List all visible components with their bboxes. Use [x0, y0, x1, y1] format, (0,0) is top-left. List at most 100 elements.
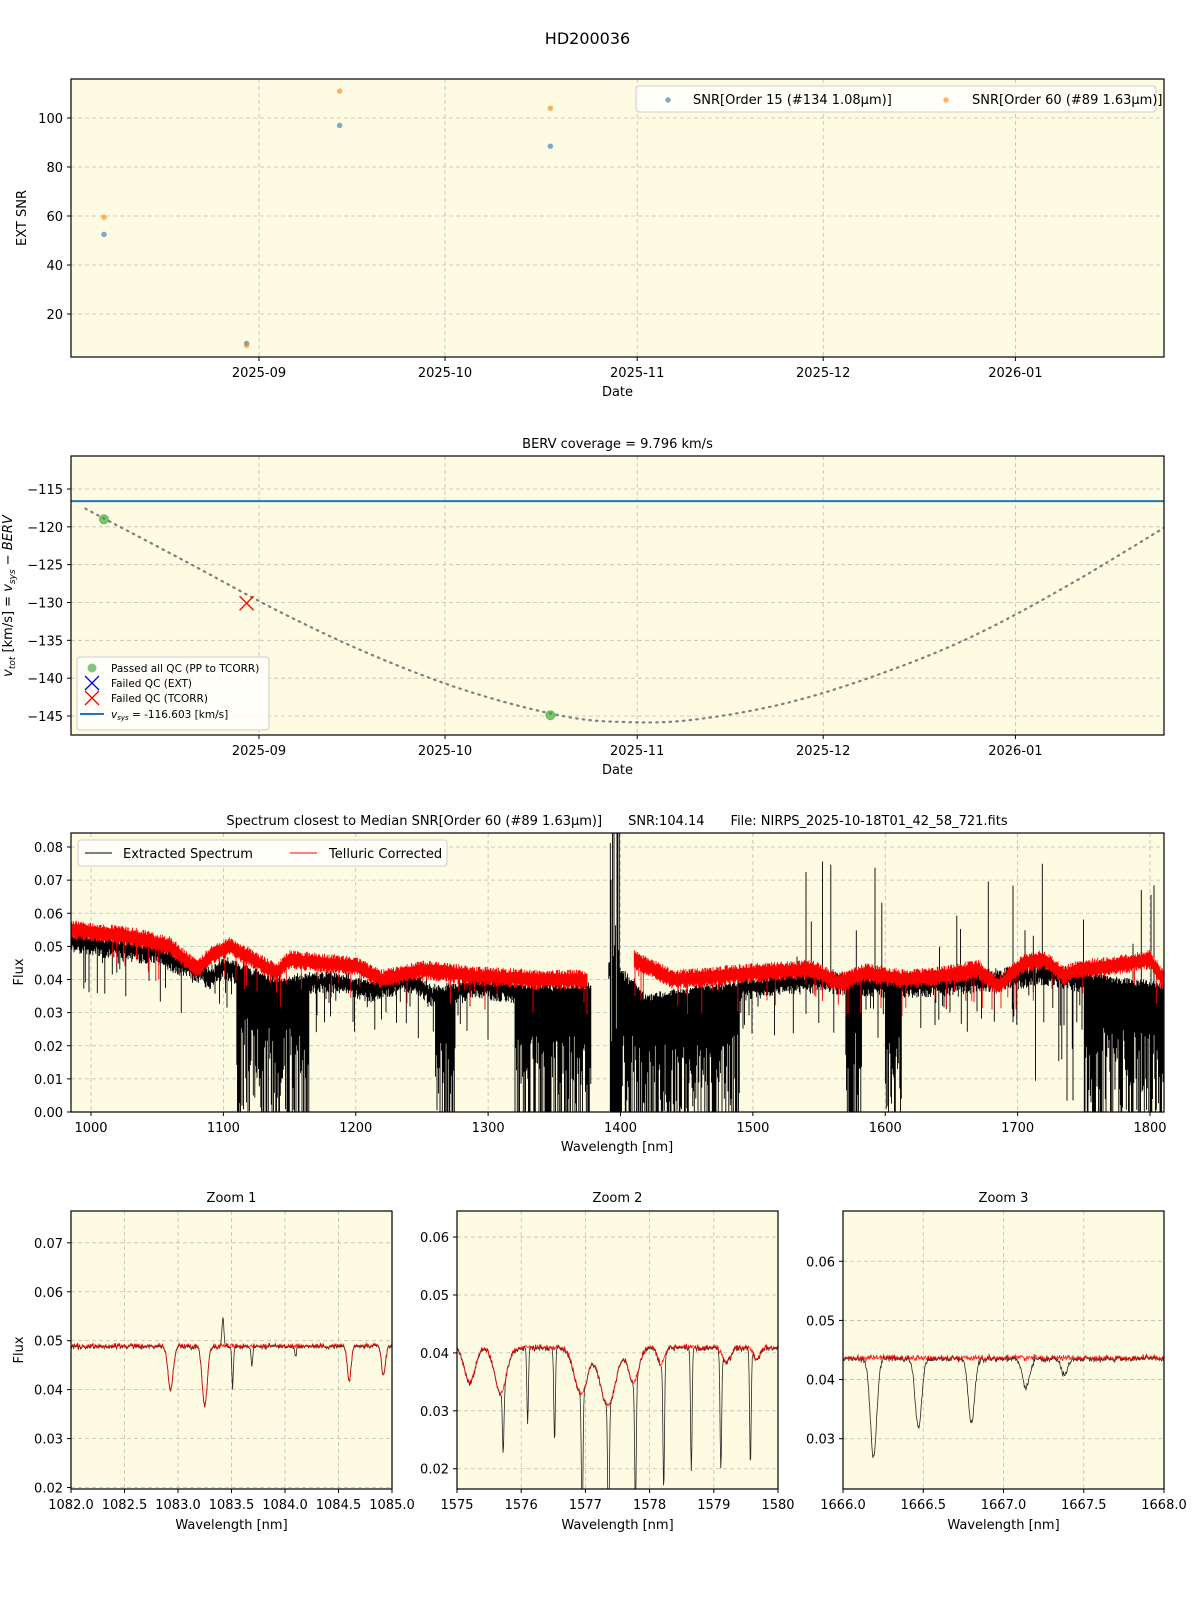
- x-tick-label: 2025-09: [232, 366, 286, 381]
- telluric-corrected-line: [71, 1341, 392, 1407]
- axes-title: Spectrum closest to Median SNR[Order 60 …: [226, 814, 1007, 829]
- x-tick-label: 2025-10: [418, 744, 472, 759]
- axes-frame: [70, 832, 1165, 1113]
- axes-title: BERV coverage = 9.796 km/s: [522, 437, 713, 452]
- legend-label: Extracted Spectrum: [123, 847, 253, 862]
- y-tick-label: 0.07: [34, 874, 63, 889]
- axes-frame: [842, 1210, 1165, 1490]
- data-point: [101, 214, 107, 220]
- y-axis-ticks: 20 40 60 80 100: [38, 112, 71, 323]
- snr-points: [101, 88, 554, 349]
- x-tick-label: 2026-01: [988, 744, 1042, 759]
- x-axis-label: Date: [602, 763, 633, 778]
- y-axis-ticks: −115 −120 −125 −130 −135 −140 −145: [27, 483, 71, 725]
- zoom3-chart: 1666.0 1666.5 1667.0 1667.5 1668.00.030.040.…: [806, 1191, 1187, 1533]
- legend-marker-icon: [84, 675, 100, 691]
- x-tick-label: 1100: [207, 1121, 240, 1136]
- legend-label: SNR[Order 60 (#89 1.63μm)]: [972, 93, 1163, 108]
- y-tick-label: −130: [27, 597, 63, 612]
- x-tick-label: 2025-11: [610, 366, 664, 381]
- figure-title: HD200036: [544, 29, 631, 48]
- x-tick-label: 1082.5: [102, 1498, 148, 1513]
- passed-qc-marker: [99, 514, 109, 525]
- y-tick-label: 0.06: [806, 1255, 835, 1270]
- x-tick-label: 1085.0: [369, 1498, 415, 1513]
- x-axis-label: Wavelength [nm]: [175, 1518, 287, 1533]
- x-axis-label: Wavelength [nm]: [561, 1140, 673, 1155]
- y-axis-ticks: 0.02 0.03 0.04 0.05 0.06: [420, 1231, 457, 1478]
- y-tick-label: 0.05: [34, 940, 63, 955]
- berv-data: [71, 500, 1164, 724]
- x-tick-label: 1668.0: [1141, 1498, 1187, 1513]
- y-axis-label: Flux: [12, 1336, 27, 1363]
- telluric-corrected-line: [843, 1353, 1164, 1363]
- y-tick-label: 0.04: [806, 1374, 835, 1389]
- axes-frame: [70, 455, 1165, 736]
- y-tick-label: 0.02: [34, 1040, 63, 1055]
- y-axis-label: Flux: [12, 958, 27, 985]
- x-axis-ticks: 1575 1576 1577 1578 1579 1580: [440, 1489, 795, 1513]
- legend: Passed all QC (PP to TCORR) Failed QC (EX…: [76, 656, 270, 731]
- y-tick-label: 60: [46, 210, 63, 225]
- zoom1-chart: 1082.0 1082.5 1083.0 1083.5 1084.0 1084.5 1085…: [12, 1191, 415, 1533]
- x-tick-label: 1579: [697, 1498, 730, 1513]
- x-tick-label: 1600: [869, 1121, 902, 1136]
- plot-area: [71, 79, 1164, 357]
- axes-frame: [70, 1210, 393, 1490]
- y-tick-label: 0.02: [420, 1463, 449, 1478]
- x-axis-label: Wavelength [nm]: [947, 1518, 1059, 1533]
- data-point: [101, 231, 107, 238]
- telluric-corrected-line: [71, 920, 1164, 1017]
- axes-frame: [70, 78, 1165, 358]
- x-tick-label: 1200: [339, 1121, 372, 1136]
- y-tick-label: 0.03: [420, 1405, 449, 1420]
- y-tick-label: 0.02: [34, 1482, 63, 1497]
- legend-marker-icon: [943, 97, 949, 103]
- legend-marker-icon: [87, 663, 97, 673]
- y-tick-label: 0.03: [34, 1007, 63, 1022]
- legend-label: Failed QC (TCORR): [111, 693, 208, 705]
- x-tick-label: 1500: [736, 1121, 769, 1136]
- y-axis-ticks: 0.02 0.03 0.04 0.05 0.06 0.07: [34, 1237, 71, 1497]
- legend: SNR[Order 15 (#134 1.08μm)] SNR[Order 60 …: [635, 85, 1163, 113]
- y-tick-label: 0.05: [806, 1314, 835, 1329]
- x-axis-ticks: 2025-09 2025-10 2025-11 2025-12 2026-01: [232, 735, 1043, 759]
- y-tick-label: 0.00: [34, 1106, 63, 1121]
- grid-lines: [71, 79, 1164, 357]
- y-tick-label: 40: [46, 259, 63, 274]
- data-point: [336, 122, 343, 129]
- x-tick-label: 1300: [472, 1121, 505, 1136]
- failed-tcorr-marker: [239, 595, 255, 611]
- spectrum-chart: 1000 1100 1200 1300 1400 1500 1600 1700 1800 0.00…: [12, 814, 1167, 1155]
- plot-area: [71, 1211, 392, 1489]
- y-tick-label: 0.01: [34, 1073, 63, 1088]
- legend-label: Passed all QC (PP to TCORR): [111, 663, 259, 675]
- legend-label: Telluric Corrected: [328, 847, 442, 862]
- x-tick-label: 1082.0: [48, 1498, 94, 1513]
- y-tick-label: 0.05: [420, 1289, 449, 1304]
- x-tick-label: 2025-12: [796, 366, 850, 381]
- x-axis-ticks: 1000 1100 1200 1300 1400 1500 1600 1700 1800: [74, 1112, 1167, 1136]
- zoom2-data: [457, 1342, 778, 1489]
- x-tick-label: 1000: [74, 1121, 107, 1136]
- x-tick-label: 2025-10: [418, 366, 472, 381]
- legend-label: vsys = -116.603 [km/s]: [111, 709, 228, 722]
- x-tick-label: 1700: [1001, 1121, 1034, 1136]
- y-tick-label: 80: [46, 161, 63, 176]
- x-axis-ticks: 1666.0 1666.5 1667.0 1667.5 1668.0: [820, 1489, 1187, 1513]
- y-axis-label: EXT SNR: [15, 190, 30, 246]
- data-point: [547, 105, 554, 111]
- axes-frame: [456, 1210, 779, 1490]
- y-axis-ticks: 0.03 0.04 0.05 0.06: [806, 1255, 843, 1448]
- x-axis-label: Wavelength [nm]: [561, 1518, 673, 1533]
- x-tick-label: 1575: [440, 1498, 473, 1513]
- y-tick-label: 0.07: [34, 1237, 63, 1252]
- plot-area: [457, 1211, 778, 1489]
- data-point: [243, 342, 250, 349]
- passed-qc-marker: [545, 710, 556, 721]
- y-tick-label: 100: [38, 112, 63, 127]
- y-tick-label: 0.05: [34, 1335, 63, 1350]
- snr-chart: 2025-09 2025-10 2025-11 2025-12 2026-01 20 40 6…: [15, 78, 1165, 400]
- y-tick-label: 0.03: [806, 1433, 835, 1448]
- x-tick-label: 1667.0: [981, 1498, 1027, 1513]
